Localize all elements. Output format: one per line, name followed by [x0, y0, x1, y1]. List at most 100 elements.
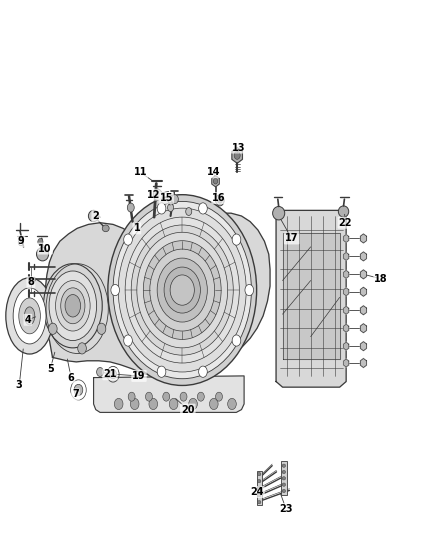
Text: 4: 4: [25, 315, 31, 325]
Text: 23: 23: [279, 504, 293, 514]
Ellipse shape: [215, 195, 224, 206]
Text: 11: 11: [134, 167, 147, 177]
Ellipse shape: [127, 203, 134, 212]
Ellipse shape: [43, 264, 102, 348]
Ellipse shape: [234, 151, 240, 159]
Bar: [281, 461, 287, 495]
Text: 2: 2: [92, 211, 99, 221]
Ellipse shape: [49, 271, 97, 341]
Text: 10: 10: [39, 244, 52, 254]
Text: 22: 22: [339, 218, 352, 228]
Polygon shape: [343, 324, 349, 332]
Polygon shape: [276, 211, 346, 387]
Text: 5: 5: [47, 364, 54, 374]
Text: 3: 3: [16, 381, 23, 391]
Ellipse shape: [38, 238, 43, 245]
Ellipse shape: [209, 398, 218, 409]
Ellipse shape: [198, 392, 204, 401]
Polygon shape: [232, 148, 242, 163]
Ellipse shape: [258, 494, 261, 497]
Text: 8: 8: [28, 277, 34, 287]
Ellipse shape: [163, 392, 170, 401]
Text: 18: 18: [374, 274, 388, 284]
Polygon shape: [283, 233, 339, 359]
Ellipse shape: [6, 278, 53, 354]
Ellipse shape: [131, 398, 139, 409]
Text: 21: 21: [103, 369, 117, 379]
Ellipse shape: [13, 288, 46, 344]
Ellipse shape: [19, 298, 40, 334]
Text: 1: 1: [134, 223, 140, 233]
Ellipse shape: [282, 464, 286, 467]
Polygon shape: [343, 235, 349, 243]
Ellipse shape: [88, 211, 99, 222]
Ellipse shape: [25, 307, 35, 325]
Polygon shape: [212, 175, 219, 187]
Ellipse shape: [65, 295, 81, 317]
Ellipse shape: [258, 487, 261, 490]
Polygon shape: [360, 324, 367, 333]
Text: 16: 16: [212, 193, 226, 203]
Ellipse shape: [198, 203, 207, 214]
Ellipse shape: [124, 234, 132, 245]
Ellipse shape: [189, 398, 198, 409]
Polygon shape: [360, 234, 367, 243]
Ellipse shape: [118, 208, 246, 372]
Ellipse shape: [282, 483, 286, 486]
Ellipse shape: [169, 398, 178, 409]
Polygon shape: [343, 253, 349, 260]
Ellipse shape: [164, 267, 201, 313]
Text: 20: 20: [181, 405, 194, 415]
Ellipse shape: [228, 398, 236, 409]
Ellipse shape: [171, 195, 178, 204]
Ellipse shape: [36, 247, 49, 261]
Ellipse shape: [157, 366, 166, 377]
Ellipse shape: [125, 217, 239, 363]
Ellipse shape: [110, 370, 117, 379]
Ellipse shape: [232, 335, 241, 346]
Ellipse shape: [111, 285, 120, 296]
Polygon shape: [94, 376, 244, 413]
Text: 7: 7: [72, 390, 79, 399]
Ellipse shape: [153, 189, 162, 200]
Ellipse shape: [157, 203, 166, 214]
Ellipse shape: [218, 198, 222, 203]
Text: 24: 24: [250, 487, 264, 497]
Ellipse shape: [131, 225, 233, 355]
Polygon shape: [44, 213, 270, 377]
Ellipse shape: [113, 201, 251, 379]
Text: 19: 19: [132, 371, 146, 381]
Ellipse shape: [114, 398, 123, 409]
Ellipse shape: [128, 392, 135, 401]
Polygon shape: [360, 287, 367, 296]
Polygon shape: [360, 342, 367, 351]
Ellipse shape: [97, 367, 103, 376]
Bar: [257, 471, 262, 505]
Ellipse shape: [74, 384, 83, 395]
Ellipse shape: [198, 366, 207, 377]
Text: 15: 15: [159, 193, 173, 203]
Ellipse shape: [149, 398, 158, 409]
Ellipse shape: [282, 470, 286, 474]
Ellipse shape: [108, 195, 257, 385]
Polygon shape: [343, 270, 349, 278]
Ellipse shape: [124, 335, 132, 346]
Ellipse shape: [258, 500, 261, 504]
Ellipse shape: [49, 323, 57, 334]
Ellipse shape: [338, 206, 349, 217]
Ellipse shape: [150, 249, 215, 331]
Ellipse shape: [282, 489, 286, 492]
Text: 12: 12: [147, 190, 161, 200]
Ellipse shape: [170, 275, 194, 305]
Polygon shape: [360, 359, 367, 367]
Ellipse shape: [155, 192, 160, 198]
Ellipse shape: [215, 392, 223, 401]
Ellipse shape: [102, 225, 109, 232]
Ellipse shape: [180, 392, 187, 401]
Polygon shape: [360, 252, 367, 261]
Ellipse shape: [272, 206, 285, 220]
Ellipse shape: [97, 323, 106, 334]
Ellipse shape: [232, 234, 241, 245]
Ellipse shape: [56, 280, 90, 331]
Text: 6: 6: [68, 373, 74, 383]
